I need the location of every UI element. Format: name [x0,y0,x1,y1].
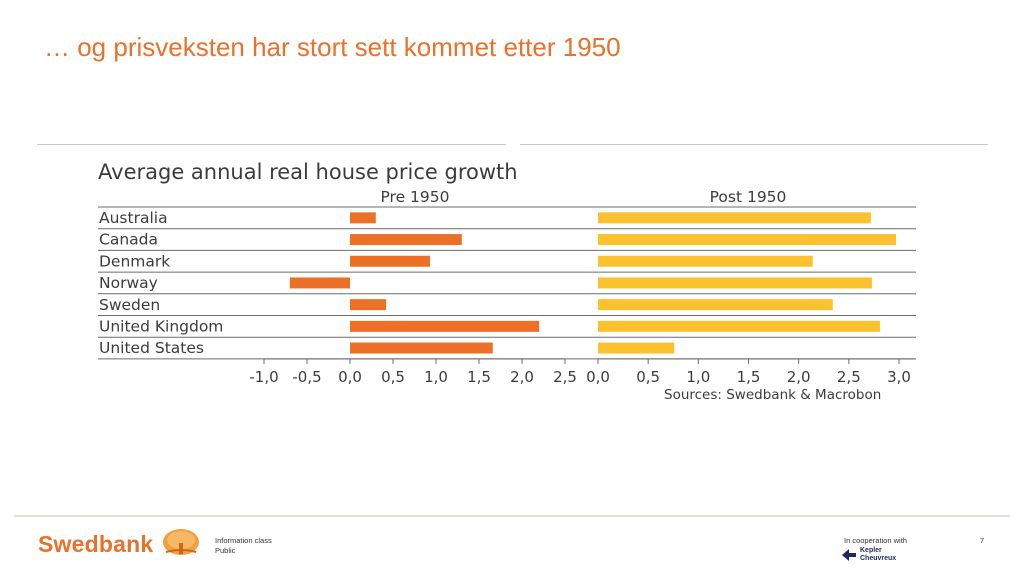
bar [350,255,430,267]
bar [598,255,813,267]
divider-left [37,144,506,145]
category-label: Australia [99,209,168,227]
bar [350,234,462,246]
divider-right [520,144,988,145]
chart: Average annual real house price growth A… [98,160,916,403]
tick-label: 0,5 [381,368,405,386]
partner-logo: Kepler Cheuvreux [842,547,912,563]
tick-label: 0,0 [338,368,362,386]
bar [350,342,493,354]
category-label: Norway [99,274,158,292]
slide-title: … og prisveksten har stort sett kommet e… [44,32,621,62]
tick-label: -1,0 [249,368,278,386]
bar [598,299,833,311]
bar [598,342,675,354]
bar [598,234,896,246]
oak-tree-icon [163,529,199,555]
bar [350,320,540,332]
category-label: Denmark [99,252,170,270]
category-label: Canada [99,231,158,249]
brand-logo: Swedbank [38,531,154,557]
bar [289,277,350,289]
tick-label: -0,5 [292,368,321,386]
bar [350,299,387,311]
footer-divider [14,515,1010,517]
tick-label: 2,0 [787,368,811,386]
tick-label: 1,5 [467,368,491,386]
partner-line2: Cheuvreux [860,555,897,562]
info-class: Information class Public [215,536,272,556]
tick-label: 2,0 [510,368,534,386]
tick-label: 0,0 [586,368,610,386]
kepler-icon [842,549,856,561]
info-class-label: Information class [215,536,272,545]
panel-header: Pre 1950 [380,188,449,206]
cooperation-label: In cooperation with [844,536,907,545]
tick-label: 2,5 [553,368,577,386]
tick-label: 3,0 [887,368,911,386]
bar [350,212,376,224]
bar [598,277,872,289]
tick-label: 1,5 [737,368,761,386]
panel-header: Post 1950 [710,188,787,206]
category-label: United Kingdom [99,318,223,336]
partner-line1: Kepler [860,547,882,554]
chart-source: Sources: Swedbank & Macrobon [664,387,881,403]
category-label: United States [99,339,204,357]
bar [598,320,880,332]
tick-label: 1,0 [686,368,710,386]
tick-label: 0,5 [636,368,660,386]
tick-label: 1,0 [424,368,448,386]
page-number: 7 [980,536,985,545]
bar [598,212,871,224]
chart-title: Average annual real house price growth [98,160,518,184]
tick-label: 2,5 [837,368,861,386]
info-class-value: Public [215,546,236,555]
category-label: Sweden [99,296,160,314]
